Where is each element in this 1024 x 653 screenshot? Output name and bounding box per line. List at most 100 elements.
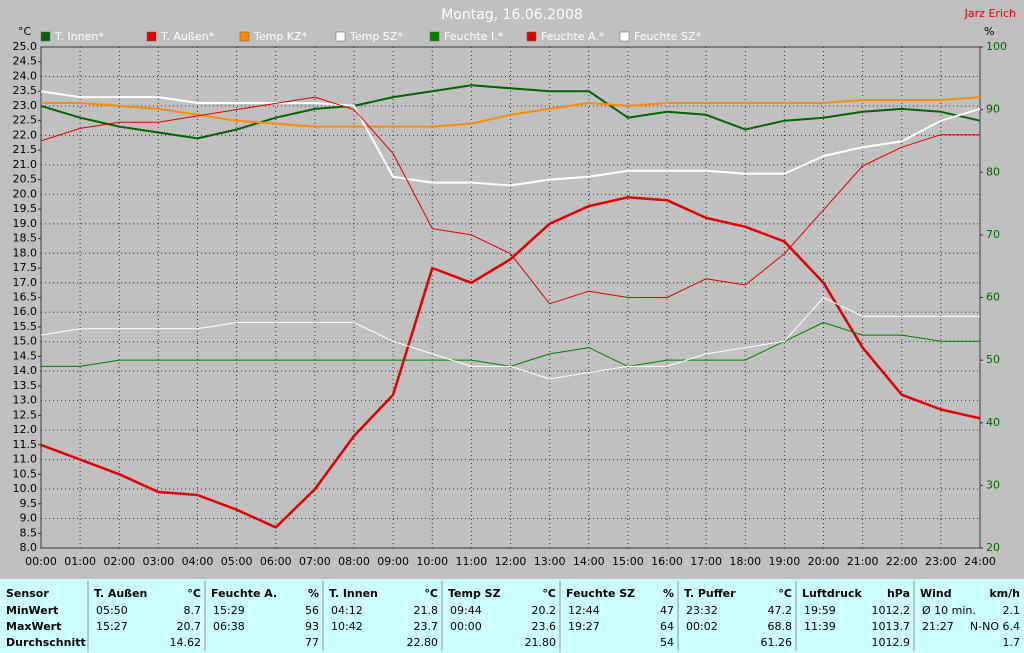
x-tick-label: 14:00 [573, 555, 605, 568]
y2-axis-unit: % [984, 25, 994, 38]
y-tick-label: 21.0 [13, 158, 38, 171]
cell-value: 1012.9 [872, 636, 911, 649]
y-tick-label: 22.0 [13, 128, 38, 141]
cell-time: 12:44 [568, 604, 600, 617]
cell-value: 64 [660, 620, 674, 633]
cell-value: 14.62 [170, 636, 202, 649]
series-line [41, 96, 981, 128]
cell-time: 19:27 [568, 620, 600, 633]
y-tick-label: 13.5 [13, 379, 38, 392]
series-line [40, 84, 981, 140]
column-name: Luftdruck [802, 587, 863, 600]
y-tick-label: 20.5 [13, 173, 38, 186]
x-tick-label: 02:00 [103, 555, 135, 568]
column-unit: °C [424, 587, 438, 600]
y-tick-label: 16.0 [13, 305, 38, 318]
column-unit: % [663, 587, 674, 600]
row-label: MinWert [6, 604, 58, 617]
cell-value: 61.26 [761, 636, 793, 649]
author: Jarz Erich [964, 7, 1016, 20]
column-unit: °C [778, 587, 792, 600]
y-tick-label: 12.0 [13, 423, 38, 436]
legend-swatch [526, 31, 537, 42]
x-tick-label: 05:00 [221, 555, 253, 568]
x-tick-label: 07:00 [299, 555, 331, 568]
cell-time: 19:59 [804, 604, 836, 617]
row-label: MaxWert [6, 620, 61, 633]
column-name: Wind [920, 587, 952, 600]
cell-time: 04:12 [331, 604, 363, 617]
y-tick-label: 25.0 [13, 40, 38, 53]
cell-value: 20.7 [177, 620, 202, 633]
y-tick-label: 11.0 [13, 453, 38, 466]
legend-label: Feuchte A.* [541, 30, 605, 43]
x-tick-label: 19:00 [769, 555, 801, 568]
table-corner: Sensor [6, 587, 49, 600]
y-tick-label: 19.0 [13, 217, 38, 230]
cell-value: 77 [305, 636, 319, 649]
legend-swatch [146, 31, 157, 42]
stats-table-bg [0, 579, 1024, 653]
legend-swatch [40, 31, 51, 42]
x-tick-label: 04:00 [182, 555, 214, 568]
x-tick-label: 12:00 [495, 555, 527, 568]
y-tick-label: 20.0 [13, 187, 38, 200]
cell-value: 20.2 [532, 604, 557, 617]
cell-value: 1013.7 [872, 620, 911, 633]
x-tick-label: 10:00 [416, 555, 448, 568]
x-tick-label: 18:00 [729, 555, 761, 568]
cell-value: 93 [305, 620, 319, 633]
column-unit: km/h [989, 587, 1020, 600]
column-name: Temp SZ [448, 587, 501, 600]
cell-value: 1012.2 [872, 604, 911, 617]
cell-time: 21:27 [922, 620, 954, 633]
legend-label: Feuchte SZ* [634, 30, 702, 43]
y-tick-label: 17.5 [13, 261, 38, 274]
x-tick-label: 22:00 [886, 555, 918, 568]
y2-tick-label: 70 [986, 228, 1000, 241]
cell-value: 21.8 [414, 604, 439, 617]
y-tick-label: 22.5 [13, 114, 38, 127]
legend-swatch [239, 31, 250, 42]
x-tick-label: 17:00 [690, 555, 722, 568]
legend-label: Feuchte I.* [444, 30, 504, 43]
x-tick-label: 16:00 [651, 555, 683, 568]
x-tick-label: 06:00 [260, 555, 292, 568]
legend-label: Temp SZ* [349, 30, 403, 43]
cell-value: 21.80 [525, 636, 557, 649]
y-tick-label: 16.5 [13, 291, 38, 304]
y-tick-label: 12.5 [13, 408, 38, 421]
column-unit: °C [542, 587, 556, 600]
y-tick-label: 18.0 [13, 246, 38, 259]
x-tick-label: 15:00 [612, 555, 644, 568]
y-tick-label: 17.0 [13, 276, 38, 289]
cell-time: 06:38 [213, 620, 245, 633]
y-tick-label: 8.0 [20, 541, 38, 554]
y-tick-label: 14.0 [13, 364, 38, 377]
cell-value: 54 [660, 636, 674, 649]
x-tick-label: 11:00 [456, 555, 488, 568]
cell-value: 23.7 [414, 620, 439, 633]
cell-time: 15:29 [213, 604, 245, 617]
y-tick-label: 21.5 [13, 143, 38, 156]
legend-label: Temp KZ* [253, 30, 308, 43]
legend-label: T. Außen* [160, 30, 215, 43]
column-name: T. Außen [94, 587, 147, 600]
column-unit: % [308, 587, 319, 600]
y2-tick-label: 30 [986, 478, 1000, 491]
y-tick-label: 15.5 [13, 320, 38, 333]
cell-value: 68.8 [768, 620, 793, 633]
cell-value: 47.2 [768, 604, 793, 617]
series-line [40, 96, 980, 305]
column-name: T. Puffer [684, 587, 736, 600]
x-tick-label: 01:00 [64, 555, 96, 568]
column-name: Feuchte A. [211, 587, 277, 600]
y-tick-label: 23.0 [13, 99, 38, 112]
cell-time: 05:50 [96, 604, 128, 617]
y2-tick-label: 60 [986, 291, 1000, 304]
x-tick-label: 00:00 [25, 555, 57, 568]
y2-tick-label: 100 [986, 40, 1007, 53]
y-tick-label: 23.5 [13, 84, 38, 97]
x-tick-label: 08:00 [338, 555, 370, 568]
